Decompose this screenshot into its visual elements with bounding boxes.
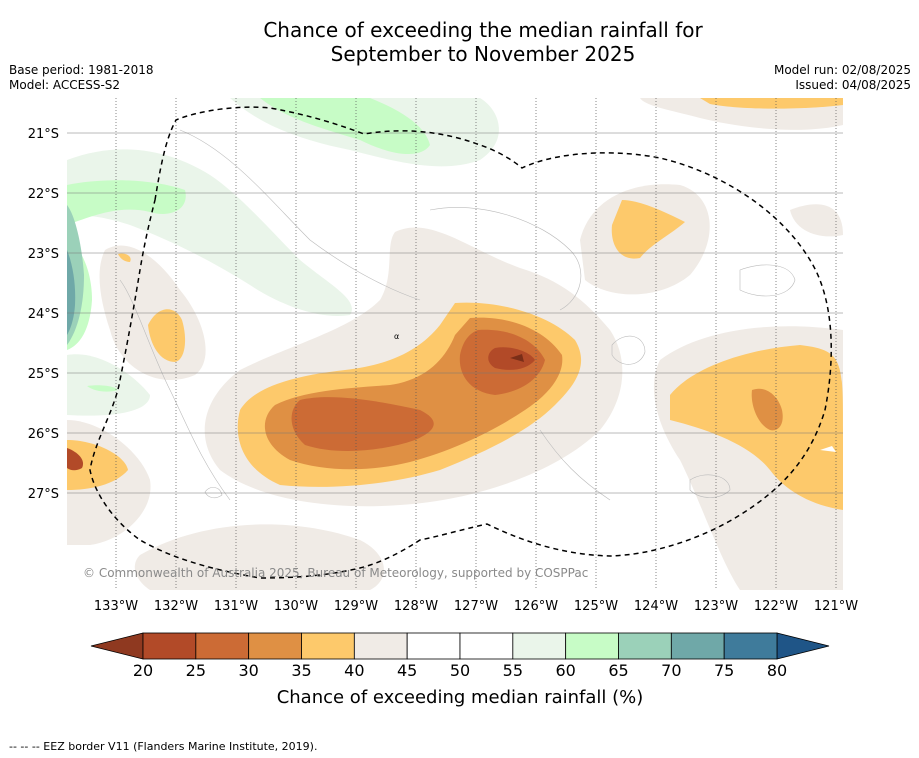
band-25-southwest — [67, 448, 84, 471]
map-marker: α — [394, 332, 399, 341]
lon-label: 126°W — [514, 599, 558, 614]
band-40-east — [670, 345, 843, 510]
colorbar-tick-label: 20 — [133, 661, 153, 680]
colorbar-segment — [459, 632, 514, 660]
band-70-west — [67, 250, 76, 335]
lon-labels: 133°W 132°W 131°W 130°W 129°W 128°W 127°… — [94, 599, 858, 614]
lat-label: 26°S — [28, 427, 59, 442]
colorbar-tick-label: 70 — [661, 661, 681, 680]
colorbar-tick-label: 25 — [186, 661, 206, 680]
colorbar-tick-label: 40 — [344, 661, 364, 680]
rainfall-map: .b25 { fill: #b24a28; } .b30 { fill: #cc… — [28, 98, 858, 708]
lon-label: 132°W — [154, 599, 198, 614]
lat-label: 25°S — [28, 367, 59, 382]
band-40-west — [148, 309, 186, 362]
band-25-core — [488, 347, 535, 370]
colorbar-segment — [301, 632, 355, 660]
lon-label: 131°W — [214, 599, 258, 614]
contour-line — [429, 207, 582, 311]
band-45-south — [134, 524, 384, 590]
model-text: Model: ACCESS-S2 — [9, 78, 121, 92]
eez-border — [89, 106, 832, 579]
colorbar-label: Chance of exceeding median rainfall (%) — [277, 687, 644, 708]
legend-footer: -- -- -- EEZ border V11 (Flanders Marine… — [9, 740, 318, 753]
lat-label: 24°S — [28, 307, 59, 322]
lat-label: 23°S — [28, 247, 59, 262]
model-run-text: Model run: 02/08/2025 — [773, 63, 911, 77]
contour-line — [204, 487, 223, 499]
colorbar-tick-label: 80 — [767, 661, 787, 680]
colorbar-tick-label: 60 — [555, 661, 575, 680]
band-40-southwest — [67, 440, 128, 490]
colorbar-segment — [248, 632, 302, 660]
band-55-west-lower — [67, 354, 150, 416]
lon-label: 125°W — [574, 599, 618, 614]
lat-labels: 21°S 22°S 23°S 24°S 25°S 26°S 27°S — [28, 127, 59, 502]
base-period-text: Base period: 1981-2018 — [9, 63, 154, 77]
colorbar-segment — [406, 632, 461, 660]
map-marker — [510, 354, 524, 362]
lon-label: 130°W — [274, 599, 318, 614]
colorbar-tick-label: 30 — [238, 661, 258, 680]
band-35-east — [751, 388, 783, 431]
contour-line — [739, 264, 796, 297]
band-45-east-small — [790, 204, 843, 237]
lon-label: 133°W — [94, 599, 138, 614]
colorbar-segment — [512, 632, 567, 660]
colorbar-tick-label: 75 — [714, 661, 734, 680]
colorbar-segment — [353, 632, 408, 660]
band-60-small-green — [87, 385, 118, 392]
band-40-northeast — [611, 200, 685, 259]
band-60-west — [67, 180, 186, 225]
map-fill-layer — [67, 98, 843, 590]
meta-right: Model run: 02/08/2025 Issued: 04/08/2025 — [774, 63, 911, 93]
colorbar-tick-label: 55 — [503, 661, 523, 680]
lon-label: 127°W — [454, 599, 498, 614]
issued-text: Issued: 04/08/2025 — [795, 78, 911, 92]
colorbar-segment — [618, 632, 672, 660]
colorbar-over-triangle — [776, 632, 830, 660]
map-marker — [820, 446, 836, 452]
meta-left: Base period: 1981-2018 Model: ACCESS-S2 — [9, 63, 154, 93]
colorbar: 20 25 30 35 40 45 50 55 60 65 70 75 80 — [90, 632, 830, 680]
colorbar-tick-label: 65 — [608, 661, 628, 680]
colorbar-segment — [670, 632, 725, 660]
copyright-text: © Commonwealth of Australia 2025, Bureau… — [83, 566, 588, 580]
colorbar-segment — [195, 632, 250, 660]
lat-label: 27°S — [28, 487, 59, 502]
band-30-central-west — [291, 397, 434, 452]
colorbar-tick-label: 45 — [397, 661, 417, 680]
band-40-top-right — [700, 98, 843, 109]
lat-label: 21°S — [28, 127, 59, 142]
band-60-north — [260, 98, 430, 155]
colorbar-under-triangle — [90, 632, 144, 660]
lon-label: 129°W — [334, 599, 378, 614]
band-40-west-tiny — [118, 253, 131, 262]
colorbar-segment — [565, 632, 619, 660]
gridlines — [67, 98, 843, 590]
page-title: Chance of exceeding the median rainfall … — [0, 18, 919, 66]
lon-label: 123°W — [694, 599, 738, 614]
lon-label: 124°W — [634, 599, 678, 614]
title-line-2: September to November 2025 — [330, 42, 636, 66]
lon-label: 128°W — [394, 599, 438, 614]
colorbar-tick-label: 50 — [450, 661, 470, 680]
title-line-1: Chance of exceeding the median rainfall … — [263, 18, 703, 42]
colorbar-tick-label: 35 — [291, 661, 311, 680]
colorbar-segment — [723, 632, 778, 660]
lon-label: 122°W — [754, 599, 798, 614]
lat-label: 22°S — [28, 187, 59, 202]
lon-label: 121°W — [814, 599, 858, 614]
contour-line — [179, 129, 421, 301]
contour-line — [539, 429, 611, 501]
colorbar-segment — [142, 632, 197, 660]
